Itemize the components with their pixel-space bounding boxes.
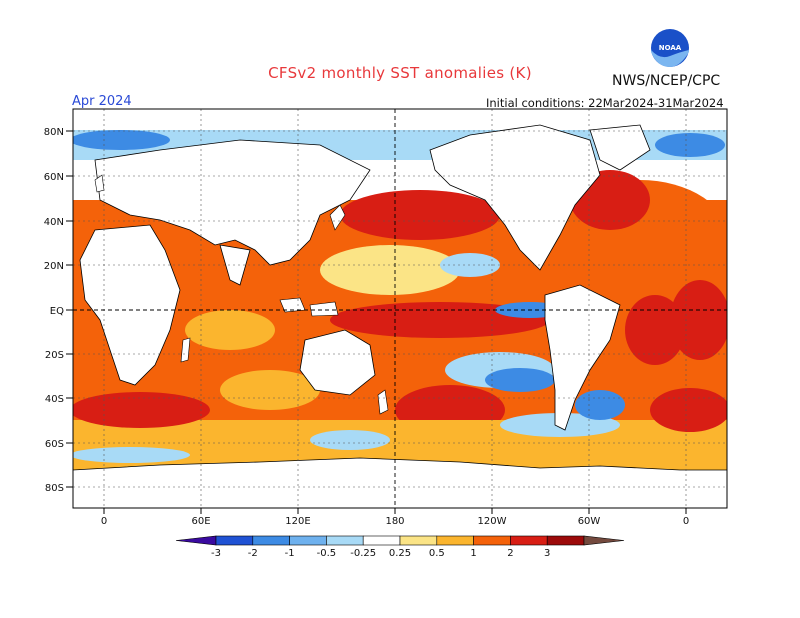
lon-axis: 0 60E 120E 180 120W 60W 0	[101, 508, 689, 527]
lon-label-60w: 60W	[578, 516, 601, 527]
colorbar-label: -3	[211, 548, 221, 559]
lat-label-80s: 80S	[45, 483, 64, 494]
colorbar-swatch	[326, 535, 364, 546]
colorbar-swatch	[289, 535, 327, 546]
colorbar-label: 0.25	[389, 548, 411, 559]
sst-field	[73, 109, 727, 508]
colorbar-swatch	[215, 535, 254, 546]
lat-label-20n: 20N	[44, 261, 64, 272]
lon-label-120w: 120W	[478, 516, 507, 527]
colorbar-label: -1	[285, 548, 295, 559]
lat-label-60s: 60S	[45, 439, 64, 450]
lat-label-20s: 20S	[45, 350, 64, 361]
colorbar-label: -0.25	[350, 548, 376, 559]
forecast-month: Apr 2024	[72, 94, 132, 109]
agency-label: NWS/NCEP/CPC	[612, 73, 721, 89]
colorbar-swatch	[510, 535, 548, 546]
map-title: CFSv2 monthly SST anomalies (K)	[268, 64, 532, 82]
lon-label-0-west: 0	[101, 516, 107, 527]
colorbar-swatch	[399, 535, 438, 546]
equator-dateline	[73, 109, 727, 508]
colorbar-swatch	[436, 535, 474, 546]
map-frame	[72, 108, 728, 509]
lat-label-40s: 40S	[45, 394, 64, 405]
lat-axis: 80N 60N 40N 20N EQ 20S 40S 60S 80S	[44, 127, 73, 494]
colorbar-label: 0.5	[429, 548, 445, 559]
colorbar-swatch	[362, 535, 401, 546]
colorbar-label: -0.5	[317, 548, 337, 559]
colorbar-arrow-high	[583, 535, 625, 546]
initial-conditions: Initial conditions: 22Mar2024-31Mar2024	[486, 96, 724, 110]
colorbar: -3 -2 -1 -0.5 -0.25 0.25 0.5 1 2 3	[175, 535, 625, 559]
colorbar-label: 1	[470, 548, 476, 559]
graticule	[73, 109, 727, 508]
lat-label-80n: 80N	[44, 127, 64, 138]
colorbar-swatch	[252, 535, 290, 546]
noaa-logo-text: NOAA	[659, 44, 682, 52]
lon-label-60e: 60E	[191, 516, 210, 527]
lon-label-0-east: 0	[683, 516, 689, 527]
lat-label-40n: 40N	[44, 217, 64, 228]
lat-label-eq: EQ	[50, 306, 64, 317]
colorbar-label: 3	[544, 548, 550, 559]
colorbar-swatch	[473, 535, 511, 546]
colorbar-label: -2	[248, 548, 258, 559]
lon-label-120e: 120E	[285, 516, 310, 527]
colorbar-swatch	[546, 535, 585, 546]
noaa-logo-icon: NOAA	[651, 29, 689, 67]
colorbar-label: 2	[507, 548, 513, 559]
lat-label-60n: 60N	[44, 172, 64, 183]
colorbar-arrow-low	[175, 535, 217, 546]
lon-label-180: 180	[385, 516, 404, 527]
